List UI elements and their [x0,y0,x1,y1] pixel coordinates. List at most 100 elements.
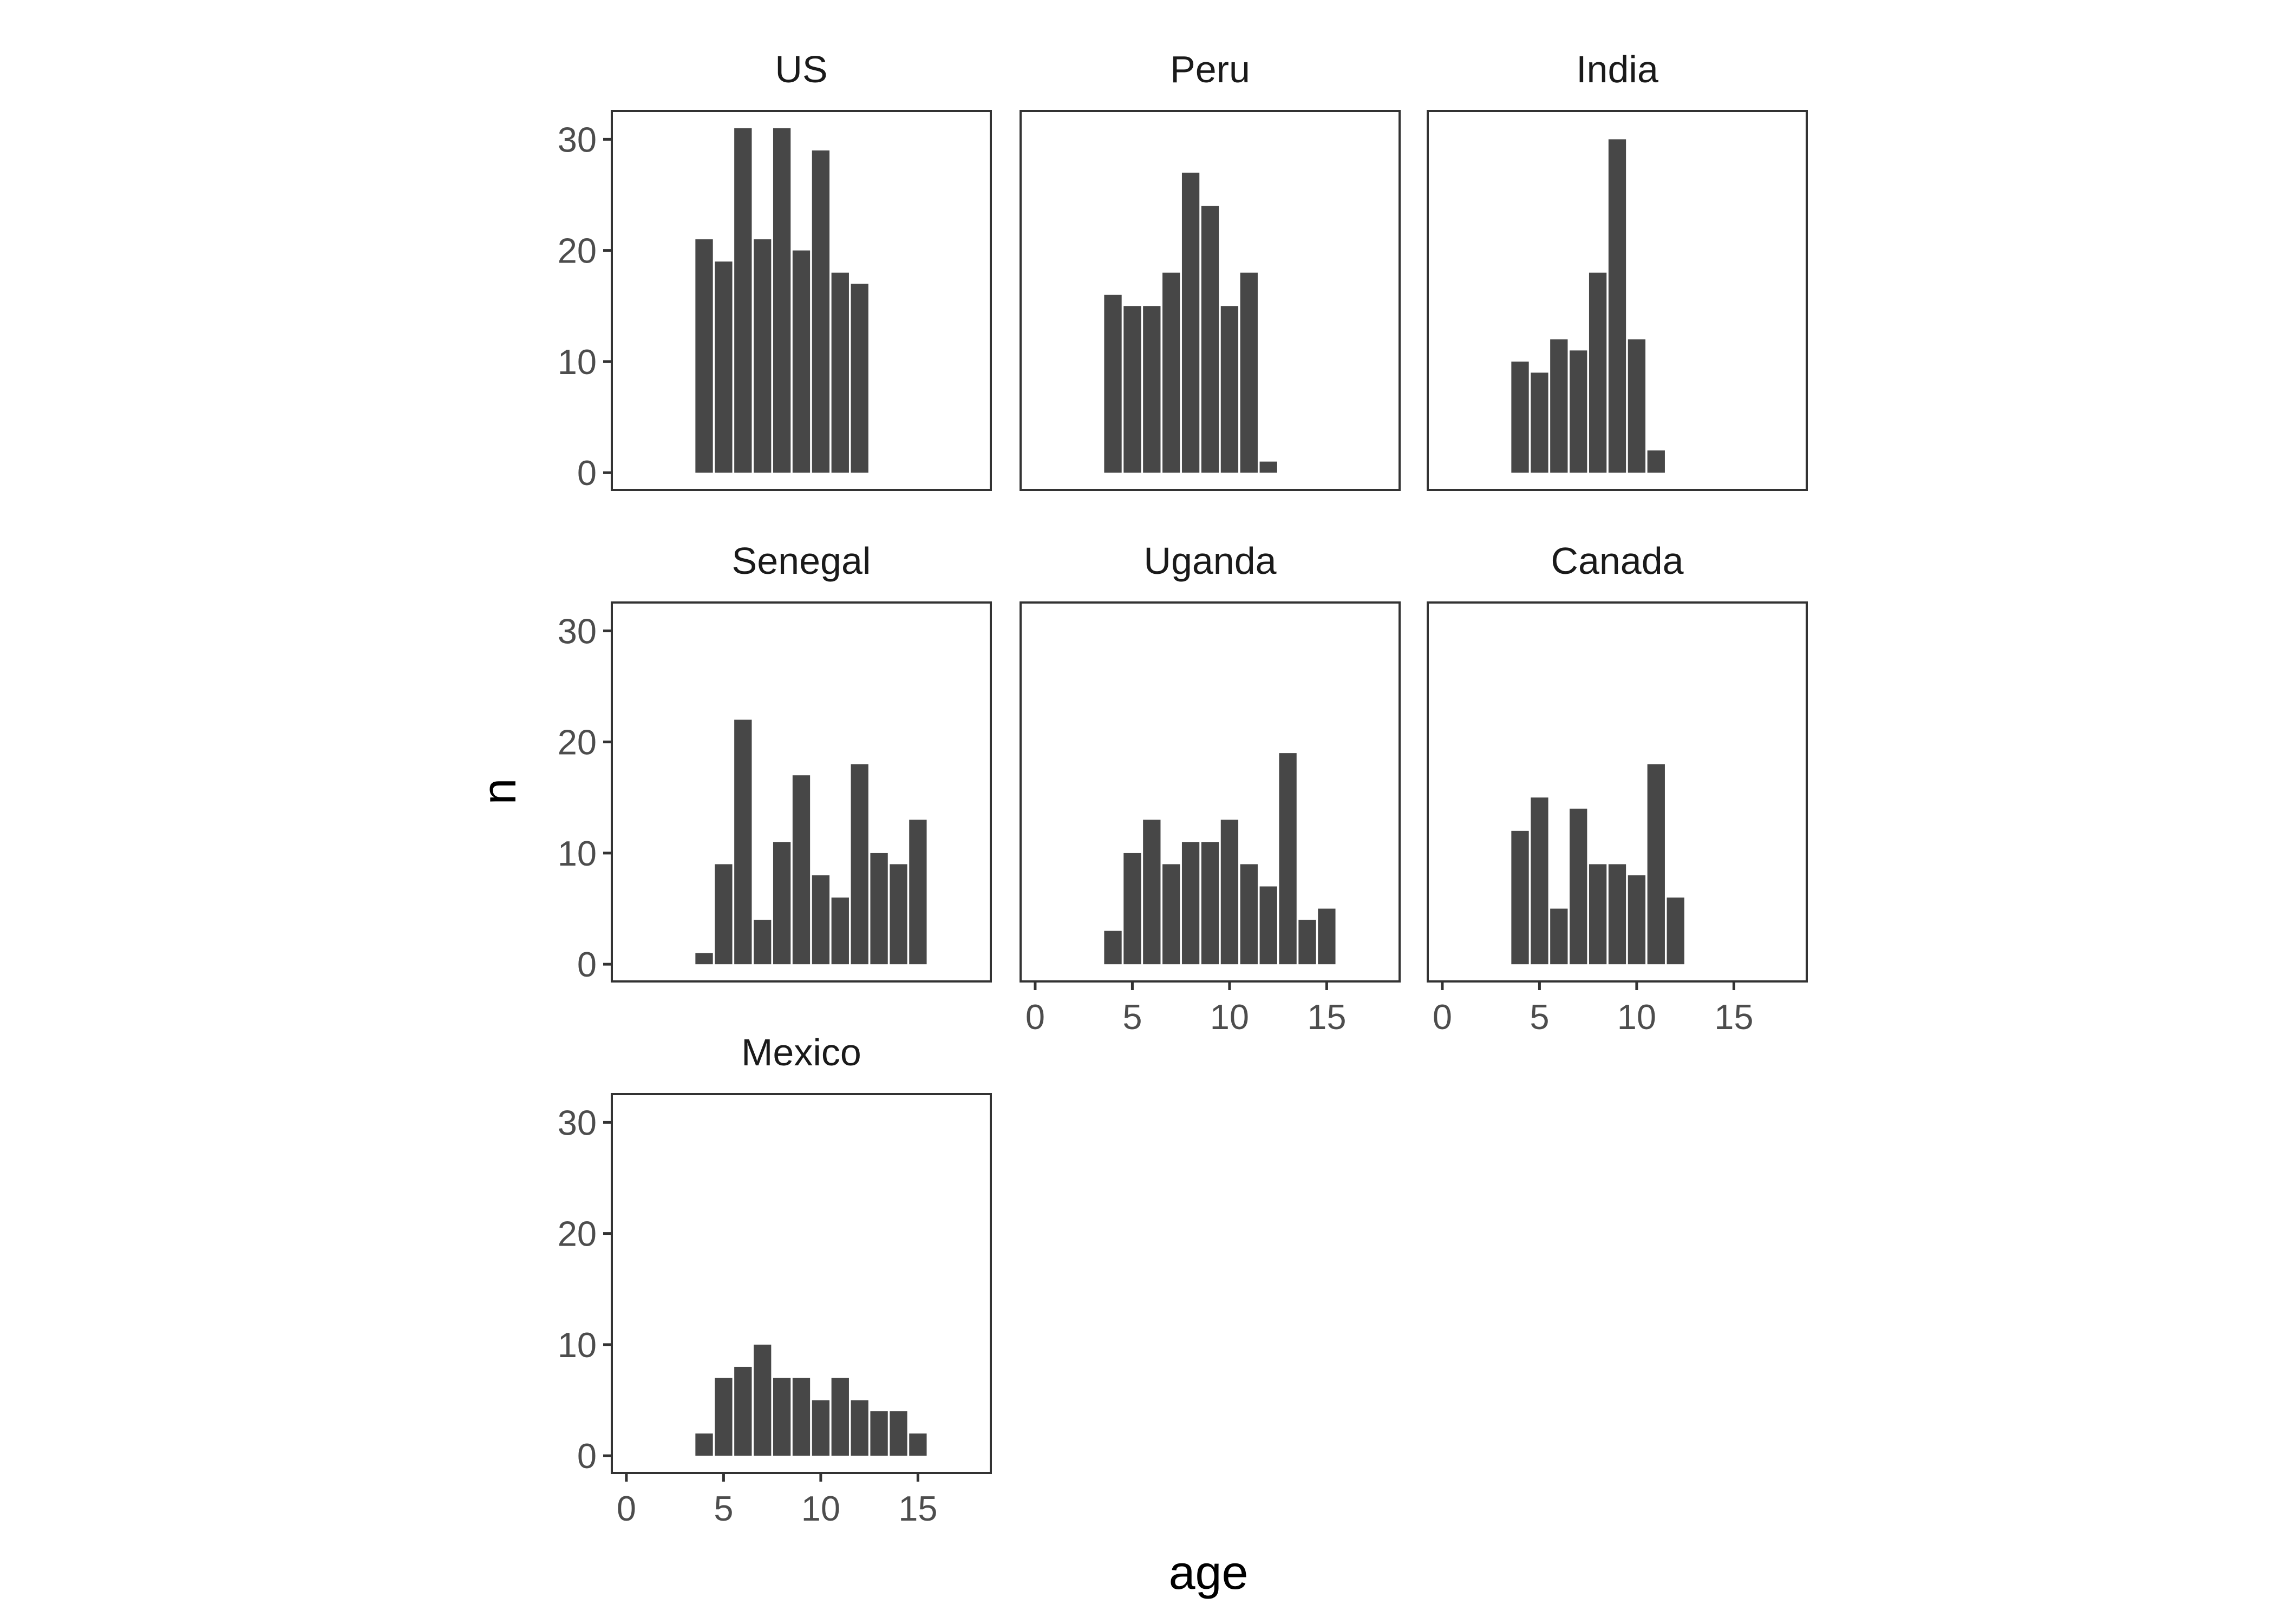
bar-peru-age-5 [1123,306,1141,473]
bar-uganda-age-6 [1143,820,1161,965]
bar-peru-age-9 [1201,206,1219,473]
bar-us-age-9 [792,250,811,473]
bar-senegal-age-11 [831,898,849,965]
bar-us-age-10 [812,150,830,473]
bar-mexico-age-12 [851,1400,868,1456]
bar-senegal-age-15 [909,820,927,965]
y-tick-label: 10 [558,834,597,873]
bar-canada-age-12 [1667,898,1684,965]
facet-panel-senegal: Senegal 0 10 20 30 [558,540,992,984]
bar-canada-age-11 [1647,764,1665,965]
bar-uganda-age-9 [1201,842,1219,965]
bar-india-age-7 [1570,350,1587,473]
bar-peru-age-6 [1143,306,1161,473]
y-tick-label: 20 [558,723,597,762]
x-tick-label: 15 [1714,997,1753,1037]
bar-india-age-5 [1531,372,1548,473]
bar-uganda-age-14 [1298,920,1316,965]
bar-uganda-age-11 [1240,864,1258,965]
bar-senegal-age-10 [812,875,830,965]
bar-senegal-age-8 [773,842,791,965]
panel-border [1427,601,1808,983]
facet-panel-canada: Canada 0 5 10 15 [1427,540,1808,1037]
bar-peru-age-10 [1220,306,1239,473]
bar-peru-age-11 [1240,272,1258,473]
facet-title-us: US [775,48,827,90]
bar-us-age-7 [754,239,772,473]
panel-border [1020,601,1401,983]
y-tick-label: 0 [577,1436,597,1476]
bar-uganda-age-4 [1104,931,1122,965]
bar-canada-age-8 [1589,864,1607,965]
x-axis-title: age [1169,1546,1249,1599]
bar-mexico-age-13 [870,1411,888,1456]
bar-mexico-age-8 [773,1378,791,1456]
x-tick-label: 15 [898,1489,937,1528]
bar-us-age-12 [851,284,868,473]
y-tick-label: 0 [577,453,597,493]
bar-us-age-11 [831,272,849,473]
bar-senegal-age-4 [695,953,713,965]
bar-peru-age-12 [1259,461,1277,473]
x-tick-label: 0 [1433,997,1452,1037]
x-tick-label: 0 [617,1489,636,1528]
bar-india-age-6 [1550,339,1568,473]
facet-title-peru: Peru [1170,48,1250,90]
bar-senegal-age-12 [851,764,868,965]
x-tick-label: 15 [1307,997,1346,1037]
facet-title-mexico: Mexico [741,1031,861,1073]
bar-us-age-8 [773,128,791,473]
panel-border [611,601,992,983]
bar-us-age-5 [715,261,733,473]
bar-canada-age-5 [1531,797,1548,965]
y-tick-label: 10 [558,342,597,382]
y-tick-label: 20 [558,1214,597,1254]
y-tick-label: 20 [558,231,597,271]
bar-mexico-age-15 [909,1433,927,1456]
bar-india-age-8 [1589,272,1607,473]
y-tick-label: 30 [558,611,597,651]
y-tick-label: 0 [577,945,597,984]
x-tick-label: 5 [1530,997,1549,1037]
facet-panels: US 0 10 20 30 Peru India Senegal 0 10 20 30 Uganda 0 5… [558,48,1808,1528]
bar-mexico-age-14 [890,1411,907,1456]
bar-uganda-age-12 [1259,886,1277,965]
bar-peru-age-4 [1104,294,1122,473]
bar-canada-age-6 [1550,908,1568,965]
bar-india-age-4 [1511,361,1529,473]
x-tick-label: 10 [801,1489,840,1528]
bar-canada-age-7 [1570,808,1587,965]
bar-senegal-age-5 [715,864,733,965]
x-tick-label: 10 [1210,997,1249,1037]
bar-canada-age-9 [1608,864,1626,965]
y-tick-label: 10 [558,1325,597,1365]
bar-mexico-age-6 [734,1366,752,1456]
bar-mexico-age-4 [695,1433,713,1456]
facet-title-canada: Canada [1551,540,1683,582]
bar-india-age-10 [1628,339,1646,473]
bar-uganda-age-5 [1123,853,1141,965]
facet-title-senegal: Senegal [732,540,871,582]
bar-india-age-11 [1647,450,1665,473]
facet-panel-mexico: Mexico 0 10 20 30 0 5 10 15 [558,1031,992,1528]
panel-border [1427,110,1808,491]
bar-mexico-age-7 [754,1344,772,1456]
bar-canada-age-10 [1628,875,1646,965]
facet-panel-us: US 0 10 20 30 [558,48,992,493]
bar-peru-age-8 [1181,172,1200,473]
bar-mexico-age-5 [715,1378,733,1456]
bar-india-age-9 [1608,139,1626,473]
panel-border [611,110,992,491]
x-tick-label: 0 [1025,997,1045,1037]
x-tick-label: 10 [1617,997,1656,1037]
bar-senegal-age-9 [792,775,811,965]
y-axis-title: n [472,778,526,805]
facet-panel-peru: Peru [1020,48,1401,491]
bar-mexico-age-9 [792,1378,811,1456]
bar-uganda-age-15 [1318,908,1336,965]
y-tick-label: 30 [558,1103,597,1142]
bar-canada-age-4 [1511,830,1529,965]
bar-uganda-age-8 [1181,842,1200,965]
panel-border [611,1093,992,1474]
